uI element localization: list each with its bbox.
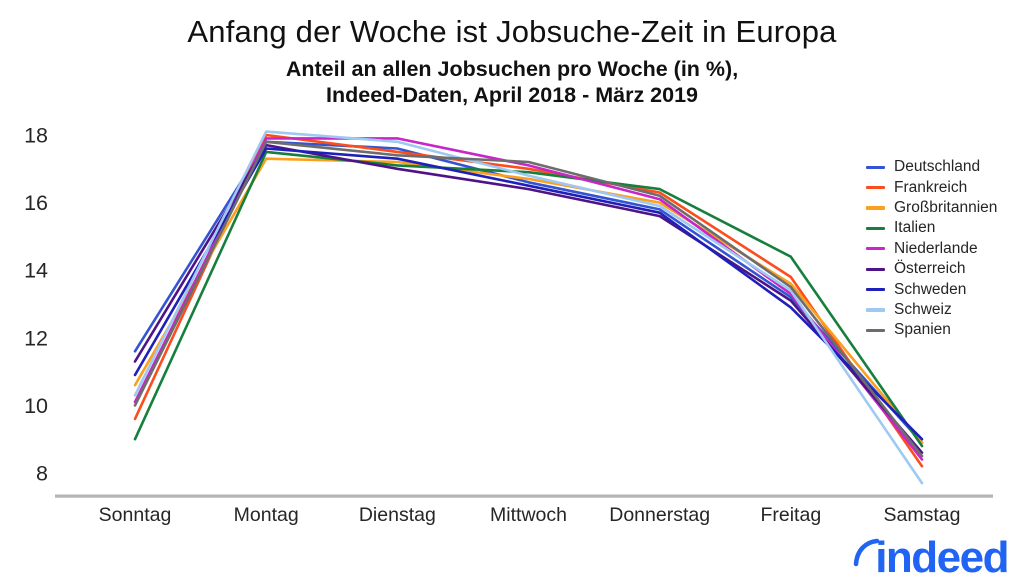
- y-tick-label-18: 18: [24, 124, 48, 148]
- series-line-österreich: [133, 143, 924, 455]
- y-tick-label-12: 12: [24, 326, 48, 350]
- y-tick-label-10: 10: [24, 394, 48, 418]
- x-tick-label-samstag: Samstag: [884, 504, 961, 526]
- x-tick-label-dienstag: Dienstag: [359, 504, 436, 526]
- chart-legend: Deutschland Frankreich Großbritannien Itali…: [866, 157, 997, 341]
- legend-item-österreich: Österreich: [866, 259, 997, 279]
- y-tick-label-8: 8: [36, 462, 48, 486]
- legend-item-frankreich: Frankreich: [866, 177, 997, 197]
- series-line-italien: [133, 150, 924, 448]
- legend-label: Spanien: [894, 321, 951, 339]
- y-tick-label-14: 14: [24, 259, 48, 283]
- x-tick-label-montag: Montag: [234, 504, 299, 526]
- legend-label: Schweiz: [894, 300, 952, 318]
- legend-swatch-icon: [866, 267, 885, 271]
- legend-item-niederlande: Niederlande: [866, 239, 997, 259]
- legend-swatch-icon: [866, 247, 885, 251]
- chart-subtitle-line1: Anteil an allen Jobsuchen pro Woche (in …: [285, 57, 739, 81]
- legend-swatch-icon: [866, 206, 885, 210]
- legend-label: Schweden: [894, 280, 967, 298]
- legend-label: Deutschland: [894, 158, 981, 176]
- x-tick-label-sonntag: Sonntag: [99, 504, 172, 526]
- legend-item-schweden: Schweden: [866, 279, 997, 299]
- legend-swatch-icon: [866, 226, 885, 230]
- legend-swatch-icon: [866, 308, 885, 312]
- x-tick-label-donnerstag: Donnerstag: [609, 504, 710, 526]
- legend-label: Italien: [894, 219, 936, 237]
- series-line-schweden: [133, 147, 924, 441]
- indeed-logo: indeed: [853, 533, 1009, 582]
- legend-item-italien: Italien: [866, 218, 997, 238]
- legend-item-spanien: Spanien: [866, 320, 997, 340]
- indeed-logo-text: indeed: [875, 533, 1009, 582]
- legend-swatch-icon: [866, 165, 885, 169]
- legend-label: Niederlande: [894, 239, 978, 257]
- legend-label: Österreich: [894, 260, 966, 278]
- x-tick-label-mittwoch: Mittwoch: [490, 504, 567, 526]
- legend-label: Großbritannien: [894, 198, 998, 216]
- legend-swatch-icon: [866, 328, 885, 332]
- series-line-frankreich: [133, 133, 924, 468]
- x-tick-label-freitag: Freitag: [760, 504, 821, 526]
- legend-swatch-icon: [866, 185, 885, 190]
- legend-item-schweiz: Schweiz: [866, 300, 997, 320]
- legend-item-deutschland: Deutschland: [866, 157, 997, 177]
- x-axis-line: [55, 494, 993, 498]
- indeed-logo-swoosh-icon: [853, 538, 880, 567]
- chart-subtitle-line2: Indeed-Daten, April 2018 - März 2019: [326, 83, 698, 107]
- chart-title: Anfang der Woche ist Jobsuche-Zeit in Eu…: [187, 14, 837, 49]
- legend-swatch-icon: [866, 287, 885, 292]
- series-line-spanien: [133, 140, 924, 458]
- y-tick-label-16: 16: [24, 191, 48, 215]
- chart-subtitle: Anteil an allen Jobsuchen pro Woche (in …: [0, 56, 1024, 108]
- series-line-schweiz: [133, 130, 924, 485]
- series-line-großbritannien: [133, 157, 924, 444]
- legend-label: Frankreich: [894, 178, 968, 196]
- series-line-niederlande: [133, 137, 924, 461]
- legend-item-großbritannien: Großbritannien: [866, 198, 997, 218]
